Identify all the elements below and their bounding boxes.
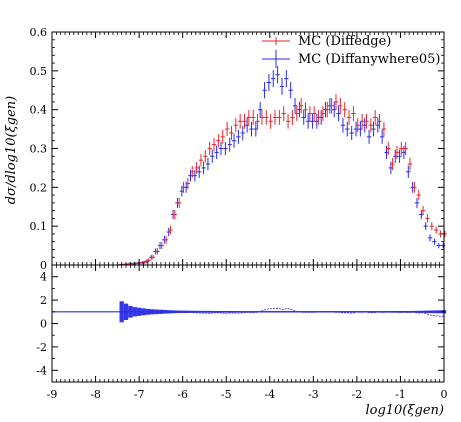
ratio-band: [311, 311, 316, 313]
ratio-band: [415, 310, 421, 313]
ratio-band: [271, 311, 277, 313]
y-tick-label: 0.1: [30, 220, 48, 233]
ratio-band: [254, 311, 259, 313]
ratio-band: [128, 305, 133, 318]
ratio-band: [202, 310, 207, 313]
x-tick-label: -4: [264, 388, 275, 401]
ratio-band: [258, 311, 264, 313]
ratio-y-tick-label: 0: [40, 318, 47, 331]
ratio-band: [332, 311, 338, 313]
y-tick-label: 0.3: [30, 143, 48, 156]
ratio-band: [359, 311, 364, 313]
ratio-band: [136, 307, 142, 316]
ratio-band: [119, 301, 124, 323]
x-tick-label: -7: [134, 388, 145, 401]
ratio-band: [367, 311, 373, 313]
x-tick-label: -9: [47, 388, 58, 401]
ratio-band: [263, 311, 268, 313]
ratio-band: [228, 310, 233, 313]
ratio-band: [437, 310, 442, 314]
ratio-band: [428, 310, 434, 314]
ratio-band: [302, 311, 307, 313]
ratio-band: [189, 310, 194, 313]
ratio-band: [141, 308, 146, 316]
ratio-band: [250, 311, 255, 313]
ratio-band: [380, 311, 386, 313]
ratio-band: [398, 310, 403, 313]
x-tick-label: -1: [395, 388, 406, 401]
ratio-band: [385, 311, 390, 313]
x-tick-label: -5: [221, 388, 232, 401]
ratio-band: [215, 310, 220, 313]
legend-label-diffedge: MC (Diffedge): [298, 34, 391, 49]
main-panel-marks: [118, 66, 448, 266]
ratio-band: [341, 311, 346, 313]
ratio-band: [393, 310, 399, 313]
ratio-band: [306, 311, 312, 313]
ratio-band: [337, 311, 342, 313]
ratio-band: [285, 311, 290, 313]
ratio-band: [420, 310, 425, 313]
y-tick-label: 0.4: [30, 104, 48, 117]
ratio-y-tick-label: -4: [36, 364, 47, 377]
ratio-band: [167, 310, 172, 314]
ratio-y-tick-label: 4: [40, 271, 47, 284]
ratio-band: [376, 311, 381, 313]
ratio-band: [350, 311, 355, 313]
axis-ticks: -9 -8 -7 -6 -5 -4 -3 -2 -1 0 0 0.1 0.2 0.3 0.4 0.5 0.6 -4…: [30, 26, 448, 401]
ratio-band: [433, 310, 438, 314]
x-tick-label: -3: [308, 388, 319, 401]
ratio-band: [237, 311, 242, 313]
ratio-band: [184, 310, 190, 313]
ratio-band: [406, 310, 412, 313]
ratio-y-tick-label: 2: [40, 294, 47, 307]
ratio-band: [206, 310, 211, 313]
ratio-band: [289, 311, 294, 313]
ratio-band: [193, 310, 198, 313]
ratio-band: [267, 311, 272, 313]
x-tick-label: -2: [352, 388, 363, 401]
ratio-band: [224, 310, 229, 313]
ratio-band: [219, 310, 225, 313]
ratio-band: [171, 310, 177, 314]
ratio-band: [372, 311, 377, 313]
ratio-band: [245, 311, 251, 313]
ratio-band: [389, 310, 394, 313]
ratio-y-tick-label: -2: [36, 341, 47, 354]
ratio-band: [210, 310, 216, 313]
ratio-band: [293, 311, 299, 313]
ratio-band: [232, 310, 238, 313]
ratio-band: [163, 309, 168, 314]
ratio-band: [154, 309, 159, 315]
ratio-band: [241, 311, 246, 313]
ratio-band: [424, 310, 429, 313]
ratio-band: [276, 311, 281, 313]
x-axis-label: log10(ξgen): [365, 403, 444, 418]
legend: MC (Diffedge) MC (Diffanywhere05): [262, 34, 440, 68]
x-tick-label: -6: [177, 388, 188, 401]
ratio-panel-marks: [52, 301, 447, 323]
y-tick-label: 0.6: [30, 26, 48, 39]
ratio-panel-frame: [51, 264, 445, 383]
y-tick-label: 0.5: [30, 65, 48, 78]
legend-label-diffanywhere: MC (Diffanywhere05): [298, 52, 440, 67]
y-axis-label: dσ/dlog10(ξgen): [4, 96, 19, 204]
ratio-band: [197, 310, 203, 313]
x-tick-label: 0: [441, 388, 448, 401]
ratio-band: [180, 310, 185, 313]
ratio-band: [280, 311, 286, 313]
x-tick-label: -8: [90, 388, 101, 401]
y-tick-label: 0: [40, 259, 47, 272]
ratio-curve: [121, 307, 444, 317]
ratio-band: [319, 311, 325, 313]
ratio-band: [346, 311, 351, 313]
ratio-band: [145, 308, 150, 315]
y-tick-label: 0.2: [30, 181, 48, 194]
